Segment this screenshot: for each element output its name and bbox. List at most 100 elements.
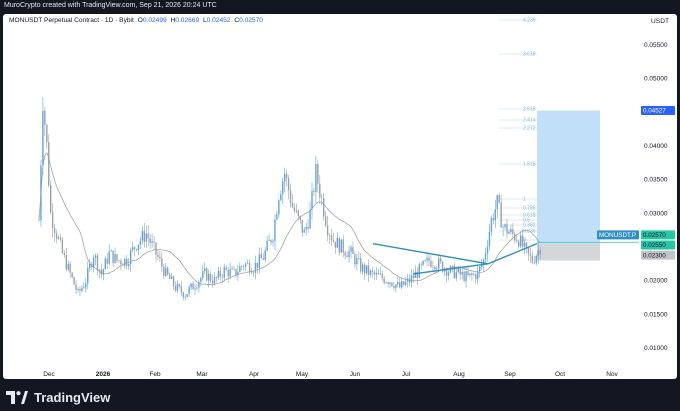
price-tick-label: 0.03000 — [644, 210, 668, 217]
candle — [440, 255, 442, 264]
candle — [102, 268, 105, 281]
ohlc-low: L0.02452 — [202, 17, 231, 24]
candle — [420, 262, 422, 270]
candle — [432, 260, 434, 273]
candle — [477, 265, 479, 285]
candle — [305, 222, 307, 236]
candle — [521, 229, 524, 250]
price-axis[interactable]: 0.055000.050000.045000.040000.035000.030… — [644, 42, 668, 352]
trendline-upper — [372, 242, 489, 265]
candle — [196, 284, 198, 291]
candle — [92, 254, 95, 273]
price-chart[interactable]: 4.236 3.618 2.618 2.414 2.272 1.618 1 0.7860.61… — [3, 14, 677, 379]
fib-level-label: 0.382 — [523, 223, 536, 229]
candle — [182, 291, 184, 301]
candle — [319, 174, 321, 204]
candle — [334, 241, 337, 255]
candle — [71, 271, 73, 279]
candle — [87, 261, 89, 290]
price-tick-label: 0.01500 — [644, 311, 668, 318]
candle — [453, 262, 456, 279]
chart-panel[interactable]: 4.236 3.618 2.618 2.414 2.272 1.618 1 0.786 0.61… — [3, 14, 677, 379]
candle — [75, 280, 77, 295]
candle — [170, 273, 173, 280]
candle — [428, 253, 430, 267]
fib-level-label: 1 — [523, 197, 526, 203]
candle — [531, 251, 534, 265]
candle — [48, 134, 50, 188]
candle — [209, 271, 212, 283]
candle — [430, 255, 432, 268]
candle — [161, 251, 163, 273]
candle — [246, 259, 249, 265]
time-tick-label: 2026 — [96, 371, 111, 378]
footer-brand: TradingView — [6, 386, 110, 408]
candle — [100, 263, 103, 279]
time-axis[interactable]: Dec 2026 Feb Mar Apr May Jun Jul Aug Sep Oct Nov — [43, 371, 618, 378]
candle — [402, 280, 405, 286]
candle — [340, 239, 342, 253]
candle — [128, 258, 130, 270]
price-tick-label: 0.01000 — [644, 345, 668, 352]
candle — [184, 294, 186, 301]
candle — [395, 284, 397, 293]
candle — [471, 271, 473, 281]
profit-zone — [537, 110, 600, 244]
time-tick-label: Nov — [606, 371, 618, 378]
fib-level-label: 0.5 — [523, 218, 530, 224]
fib-level-label: 2.272 — [523, 126, 536, 132]
candle — [387, 280, 389, 288]
candle — [424, 259, 426, 262]
candle — [215, 276, 218, 283]
candle — [479, 265, 481, 278]
candle — [317, 159, 319, 193]
candle — [490, 215, 493, 237]
overlays — [38, 151, 639, 286]
candle — [529, 247, 532, 263]
candle — [174, 281, 177, 293]
svg-text:0.04527: 0.04527 — [643, 108, 666, 115]
ohlc-open: O0.02499 — [137, 17, 167, 24]
fib-level-label: 0.236 — [523, 229, 536, 235]
candle — [194, 283, 196, 295]
candle — [114, 247, 116, 265]
candle — [494, 199, 496, 228]
candle — [168, 272, 171, 280]
candle — [285, 169, 288, 187]
attribution-text: MuroCrypto created with TradingView.com,… — [4, 2, 217, 9]
time-tick-label: Jun — [350, 371, 361, 378]
candle — [57, 235, 60, 241]
ohlc-high: H0.02669 — [170, 17, 200, 24]
candle — [104, 256, 106, 270]
candle — [401, 277, 403, 289]
candle — [217, 266, 220, 280]
price-tick-label: 0.04000 — [644, 143, 668, 150]
candle — [295, 203, 298, 214]
candle — [418, 262, 420, 279]
candle — [369, 269, 372, 278]
candle — [373, 269, 376, 281]
candle — [391, 282, 393, 287]
candle — [352, 241, 354, 255]
candle — [512, 223, 514, 240]
fib-level-label: 4.236 — [523, 18, 536, 24]
candle — [241, 265, 243, 270]
time-tick-label: May — [296, 371, 309, 378]
candle — [410, 269, 413, 288]
moving-average-line — [38, 151, 541, 286]
candle — [510, 224, 512, 235]
candle — [379, 266, 381, 276]
candle — [519, 231, 522, 248]
candle — [219, 266, 222, 281]
candle — [518, 239, 520, 249]
candle — [516, 234, 518, 243]
fib-level-label: 2.618 — [523, 107, 536, 113]
candle — [137, 244, 140, 256]
candle — [502, 224, 504, 237]
candle — [252, 270, 255, 277]
candle — [188, 284, 190, 298]
candle — [77, 287, 79, 293]
svg-text:MONUSDT.P: MONUSDT.P — [599, 232, 636, 239]
candle — [46, 123, 48, 149]
